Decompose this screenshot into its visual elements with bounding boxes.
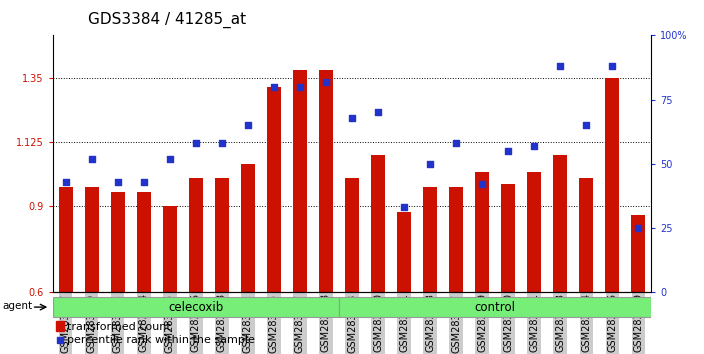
Bar xyxy=(631,215,646,354)
Text: percentile rank within the sample: percentile rank within the sample xyxy=(67,335,255,345)
Bar xyxy=(339,297,651,318)
Bar xyxy=(319,70,333,354)
Bar xyxy=(579,178,593,354)
Point xyxy=(55,337,66,343)
Text: agent: agent xyxy=(3,301,33,311)
Bar xyxy=(527,172,541,354)
Bar xyxy=(397,212,411,354)
Bar xyxy=(111,192,125,354)
Point xyxy=(242,122,253,128)
Bar xyxy=(189,178,203,354)
Point xyxy=(346,115,358,120)
Point xyxy=(529,143,540,149)
Bar xyxy=(267,87,281,354)
Text: GDS3384 / 41285_at: GDS3384 / 41285_at xyxy=(88,12,246,28)
Bar xyxy=(371,155,385,354)
Text: transformed count: transformed count xyxy=(67,321,171,332)
Point xyxy=(112,179,123,184)
Point xyxy=(216,140,227,146)
Point xyxy=(555,63,566,69)
Bar xyxy=(345,178,359,354)
Bar xyxy=(56,321,64,331)
Point xyxy=(86,156,97,161)
Point xyxy=(320,79,332,84)
Bar xyxy=(241,164,255,354)
Point xyxy=(60,179,71,184)
Bar xyxy=(475,172,489,354)
Text: control: control xyxy=(474,301,515,314)
Point xyxy=(138,179,149,184)
Text: celecoxib: celecoxib xyxy=(168,301,224,314)
Bar xyxy=(449,187,463,354)
Point xyxy=(372,110,384,115)
Point xyxy=(451,140,462,146)
Point xyxy=(503,148,514,154)
Bar xyxy=(58,187,73,354)
Point xyxy=(190,140,201,146)
Point xyxy=(398,205,410,210)
Point xyxy=(425,161,436,167)
Bar xyxy=(137,192,151,354)
Bar xyxy=(423,187,437,354)
Bar xyxy=(553,155,567,354)
Point xyxy=(268,84,279,90)
Point xyxy=(581,122,592,128)
Bar xyxy=(163,206,177,354)
Point xyxy=(164,156,175,161)
Bar xyxy=(605,78,620,354)
Point xyxy=(294,84,306,90)
Bar xyxy=(215,178,229,354)
Point xyxy=(607,63,618,69)
Bar xyxy=(53,297,339,318)
Bar xyxy=(293,70,307,354)
Point xyxy=(477,181,488,187)
Bar xyxy=(501,184,515,354)
Point xyxy=(633,225,644,231)
Bar xyxy=(84,187,99,354)
